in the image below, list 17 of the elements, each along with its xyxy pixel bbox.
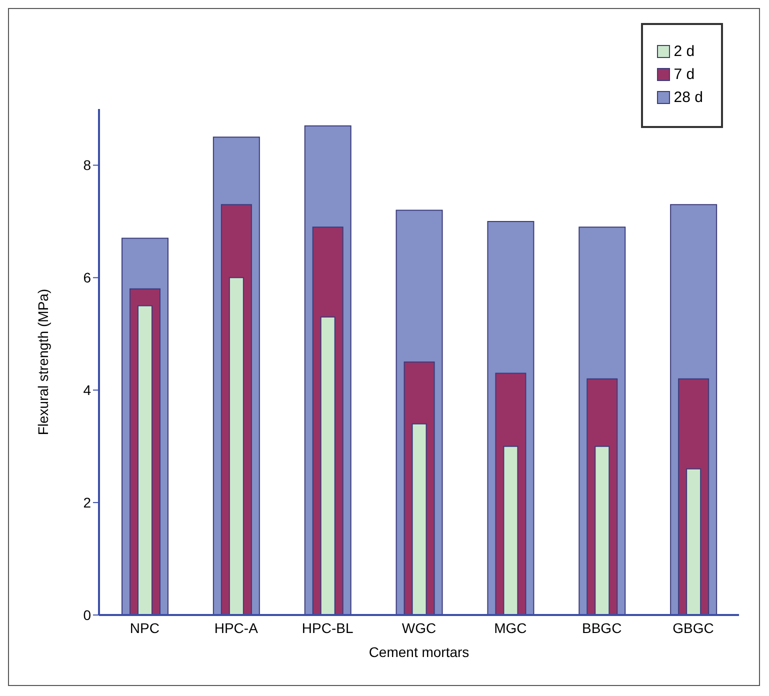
legend-label: 7 d <box>674 66 695 83</box>
x-tick-label: BBGC <box>582 620 622 636</box>
x-tick-label: GBGC <box>672 620 714 636</box>
y-tick-label: 8 <box>83 157 92 174</box>
y-tick-label: 6 <box>83 270 92 286</box>
legend-label: 28 d <box>674 89 703 106</box>
x-tick-label: WGC <box>402 620 436 636</box>
y-tick-label: 4 <box>83 382 92 398</box>
x-tick-label: HPC-A <box>214 620 259 636</box>
x-axis-title: Cement mortars <box>368 644 470 660</box>
y-tick-label: 0 <box>83 606 92 623</box>
x-tick-label: NPC <box>130 620 160 636</box>
y-axis-title: Flexural strength (MPa) <box>34 288 51 436</box>
x-tick-label: HPC-BL <box>302 620 354 636</box>
y-tick-label: 2 <box>83 494 92 511</box>
x-tick-label: MGC <box>494 620 527 636</box>
legend-label: 2 d <box>674 43 695 60</box>
